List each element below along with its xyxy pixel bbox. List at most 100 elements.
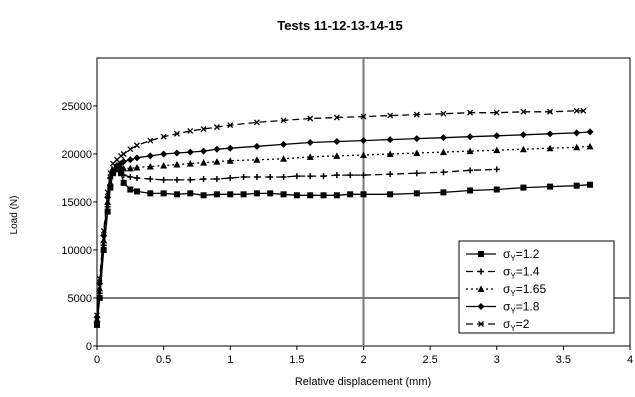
series-3-point-28 — [519, 131, 527, 139]
series-4-point-20 — [307, 115, 314, 122]
series-4-point-8 — [120, 151, 127, 157]
series-4-point-13 — [173, 130, 180, 137]
series-0-point-22 — [293, 192, 300, 199]
series-0-point-14 — [187, 190, 194, 197]
x-axis-label: Relative displacement (mm) — [295, 376, 431, 388]
series-4-point-29 — [547, 108, 554, 115]
series-1-point-8 — [120, 172, 127, 179]
series-4-point-14 — [187, 128, 194, 134]
legend-marker-3 — [477, 303, 485, 310]
series-1-point-22 — [293, 173, 300, 180]
series-2-point-8 — [120, 164, 128, 172]
series-4-point-9 — [127, 146, 134, 153]
legend-entry-3: σY=1.8 — [466, 300, 540, 316]
series-4-point-31 — [580, 107, 587, 114]
series-0-point-32 — [493, 186, 500, 193]
series-4-point-2 — [100, 227, 107, 234]
series-2-point-23 — [386, 150, 394, 157]
series-1-point-23 — [307, 173, 314, 180]
legend-label-4: σY=2 — [503, 317, 530, 333]
series-0-point-33 — [520, 184, 527, 191]
series-3-point-12 — [160, 150, 168, 158]
series-0-point-29 — [413, 190, 420, 197]
legend-marker-2 — [477, 285, 485, 292]
series-4-point-23 — [387, 112, 394, 119]
series-2-point-18 — [253, 156, 261, 163]
series-3-point-27 — [493, 132, 501, 140]
series-0-point-20 — [267, 190, 274, 197]
series-2-point-30 — [573, 143, 581, 151]
series-3-point-24 — [413, 135, 421, 143]
y-tick-label-1: 5000 — [68, 293, 92, 305]
series-0-point-36 — [587, 181, 594, 188]
series-2-point-25 — [439, 148, 447, 156]
series-4-point-15 — [200, 126, 207, 132]
series-2-point-29 — [546, 144, 554, 152]
legend-marker-4 — [478, 321, 484, 327]
series-1-point-13 — [173, 176, 180, 183]
series-0-point-25 — [333, 192, 340, 199]
series-0-point-18 — [240, 191, 247, 198]
series-2-point-16 — [213, 158, 221, 165]
series-4-point-21 — [333, 114, 340, 121]
series-3-point-30 — [573, 129, 581, 137]
x-tick-label-8: 4 — [627, 354, 633, 366]
legend-entry-1: σY=1.4 — [466, 265, 540, 281]
legend-marker-0 — [478, 251, 484, 257]
series-1-point-9 — [127, 174, 134, 181]
series-3-point-17 — [226, 144, 234, 152]
y-tick-label-3: 15000 — [61, 197, 92, 209]
series-2-point-14 — [186, 160, 194, 167]
series-4-point-1 — [96, 275, 103, 282]
series-1-point-11 — [147, 175, 154, 182]
series-2-point-9 — [126, 164, 134, 172]
series-0-point-30 — [440, 189, 447, 196]
legend-entry-2: σY=1.65 — [466, 282, 546, 298]
series-0-point-13 — [173, 191, 180, 198]
series-3-point-9 — [126, 156, 134, 164]
series-3-point-23 — [386, 136, 394, 144]
series-1-point-17 — [227, 175, 234, 181]
series-2-point-10 — [133, 163, 141, 171]
series-2-point-27 — [493, 146, 501, 154]
series-1-point-12 — [160, 176, 167, 183]
series-0-point-23 — [307, 192, 314, 199]
series-3-point-3 — [104, 193, 112, 201]
series-2-point-11 — [146, 162, 154, 170]
legend-box — [458, 240, 615, 334]
legend-label-0: σY=1.2 — [503, 247, 540, 263]
x-tick-label-2: 1 — [227, 354, 233, 366]
x-tick-label-5: 2.5 — [422, 354, 437, 366]
series-1 — [94, 165, 500, 325]
series-3-point-10 — [133, 154, 141, 162]
series-4-point-24 — [413, 111, 420, 118]
series-2-point-31 — [586, 142, 594, 150]
x-tick-label-4: 2 — [360, 354, 366, 366]
series-3-point-31 — [586, 128, 594, 136]
series-1-point-19 — [253, 174, 260, 181]
series-0-point-12 — [160, 190, 167, 197]
series-2-point-15 — [200, 159, 208, 166]
series-0-point-31 — [467, 187, 474, 194]
series-1-point-30 — [440, 169, 447, 176]
series-4-point-18 — [253, 119, 260, 126]
series-1-point-25 — [333, 172, 340, 179]
series-3-point-1 — [96, 280, 104, 288]
series-3-point-19 — [280, 140, 288, 148]
series-3-point-22 — [360, 137, 367, 145]
y-tick-label-4: 20000 — [61, 149, 92, 161]
series-1-point-16 — [213, 175, 220, 182]
series-2-point-24 — [413, 149, 421, 157]
y-tick-label-5: 25000 — [61, 101, 92, 113]
series-4-point-4 — [107, 170, 114, 177]
series-0-point-26 — [347, 191, 354, 198]
series-0-point-9 — [127, 186, 134, 193]
series-3-point-0 — [93, 313, 101, 321]
y-tick-label-2: 10000 — [61, 245, 92, 257]
series-1-point-27 — [360, 172, 367, 179]
axis-layer: 0 0.5 1 1.5 2 2.5 3 3.5 4 0 5000 10000 15000 20000 250… — [61, 101, 633, 366]
series-1-point-24 — [320, 173, 327, 180]
series-3-point-16 — [213, 145, 221, 153]
series-4-point-17 — [227, 122, 234, 129]
series-3-point-29 — [546, 130, 554, 138]
